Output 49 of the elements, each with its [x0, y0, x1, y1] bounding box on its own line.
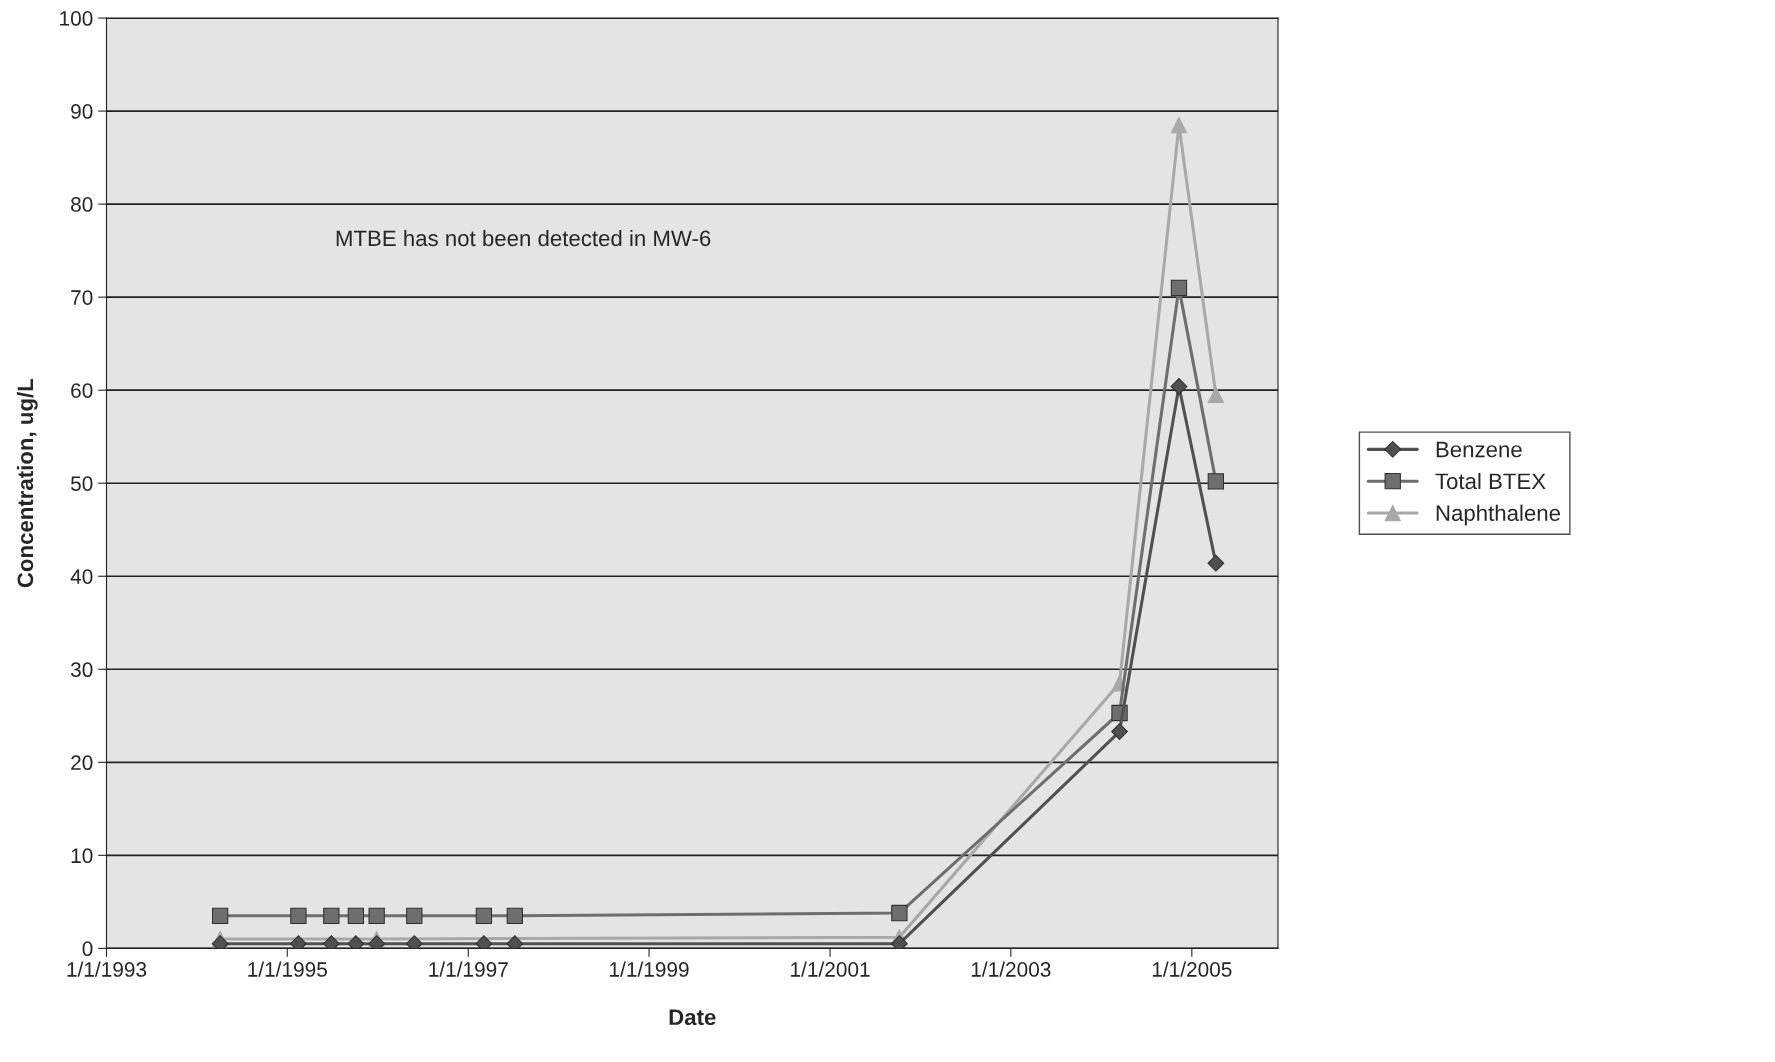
- point: [290, 907, 307, 924]
- x-tick-label: 1/1/1995: [248, 961, 327, 977]
- point: [891, 904, 908, 922]
- x-tick-label: 1/1/2001: [791, 961, 870, 977]
- point: [405, 935, 423, 949]
- point: [475, 907, 493, 924]
- point: [347, 935, 365, 949]
- point: [891, 935, 908, 949]
- y-tick-label: 40: [70, 569, 93, 584]
- point: [475, 935, 493, 949]
- y-tick-label: 70: [71, 290, 93, 305]
- point: [1207, 554, 1225, 572]
- x-tick-label: 1/1/2003: [971, 961, 1051, 977]
- point: [368, 935, 386, 949]
- point: [1111, 723, 1128, 740]
- y-tick-label: 30: [70, 662, 93, 678]
- legend-label: Benzene: [1436, 441, 1522, 458]
- point: [406, 907, 423, 924]
- y-tick-label: 60: [71, 383, 93, 398]
- point: [506, 935, 524, 949]
- point: [1207, 473, 1225, 490]
- annotation: MTBE has not been detected in MW-6: [336, 229, 711, 247]
- x-tick-label: 1/1/1999: [610, 961, 689, 977]
- y-axis-title: Concentration, ug/L: [16, 378, 38, 588]
- y-tick-label: 50: [70, 476, 93, 491]
- point: [212, 907, 229, 924]
- x-tick-label: 1/1/2005: [1152, 961, 1232, 977]
- y-tick-label: 10: [71, 848, 93, 864]
- point: [1170, 279, 1188, 296]
- y-tick-label: 20: [71, 755, 93, 771]
- point: [347, 907, 365, 924]
- y-tick-label: 80: [71, 197, 93, 212]
- point: [506, 907, 523, 924]
- point: [290, 935, 307, 949]
- y-tick-label: 100: [60, 11, 93, 26]
- point: [1170, 378, 1188, 395]
- x-tick-label: 1/1/1993: [67, 961, 147, 977]
- x-axis-title: Date: [669, 1009, 716, 1026]
- y-tick-label: 0: [82, 941, 93, 957]
- point: [323, 907, 340, 924]
- point: [1207, 386, 1225, 403]
- x-tick-label: 1/1/1997: [429, 961, 508, 977]
- point: [368, 907, 385, 924]
- point: [322, 935, 340, 949]
- point: [211, 935, 229, 949]
- y-tick-label: 90: [71, 104, 93, 119]
- legend-label: Naphthalene: [1436, 504, 1560, 526]
- legend-label: Total BTEX: [1435, 472, 1546, 490]
- point: [1170, 116, 1188, 134]
